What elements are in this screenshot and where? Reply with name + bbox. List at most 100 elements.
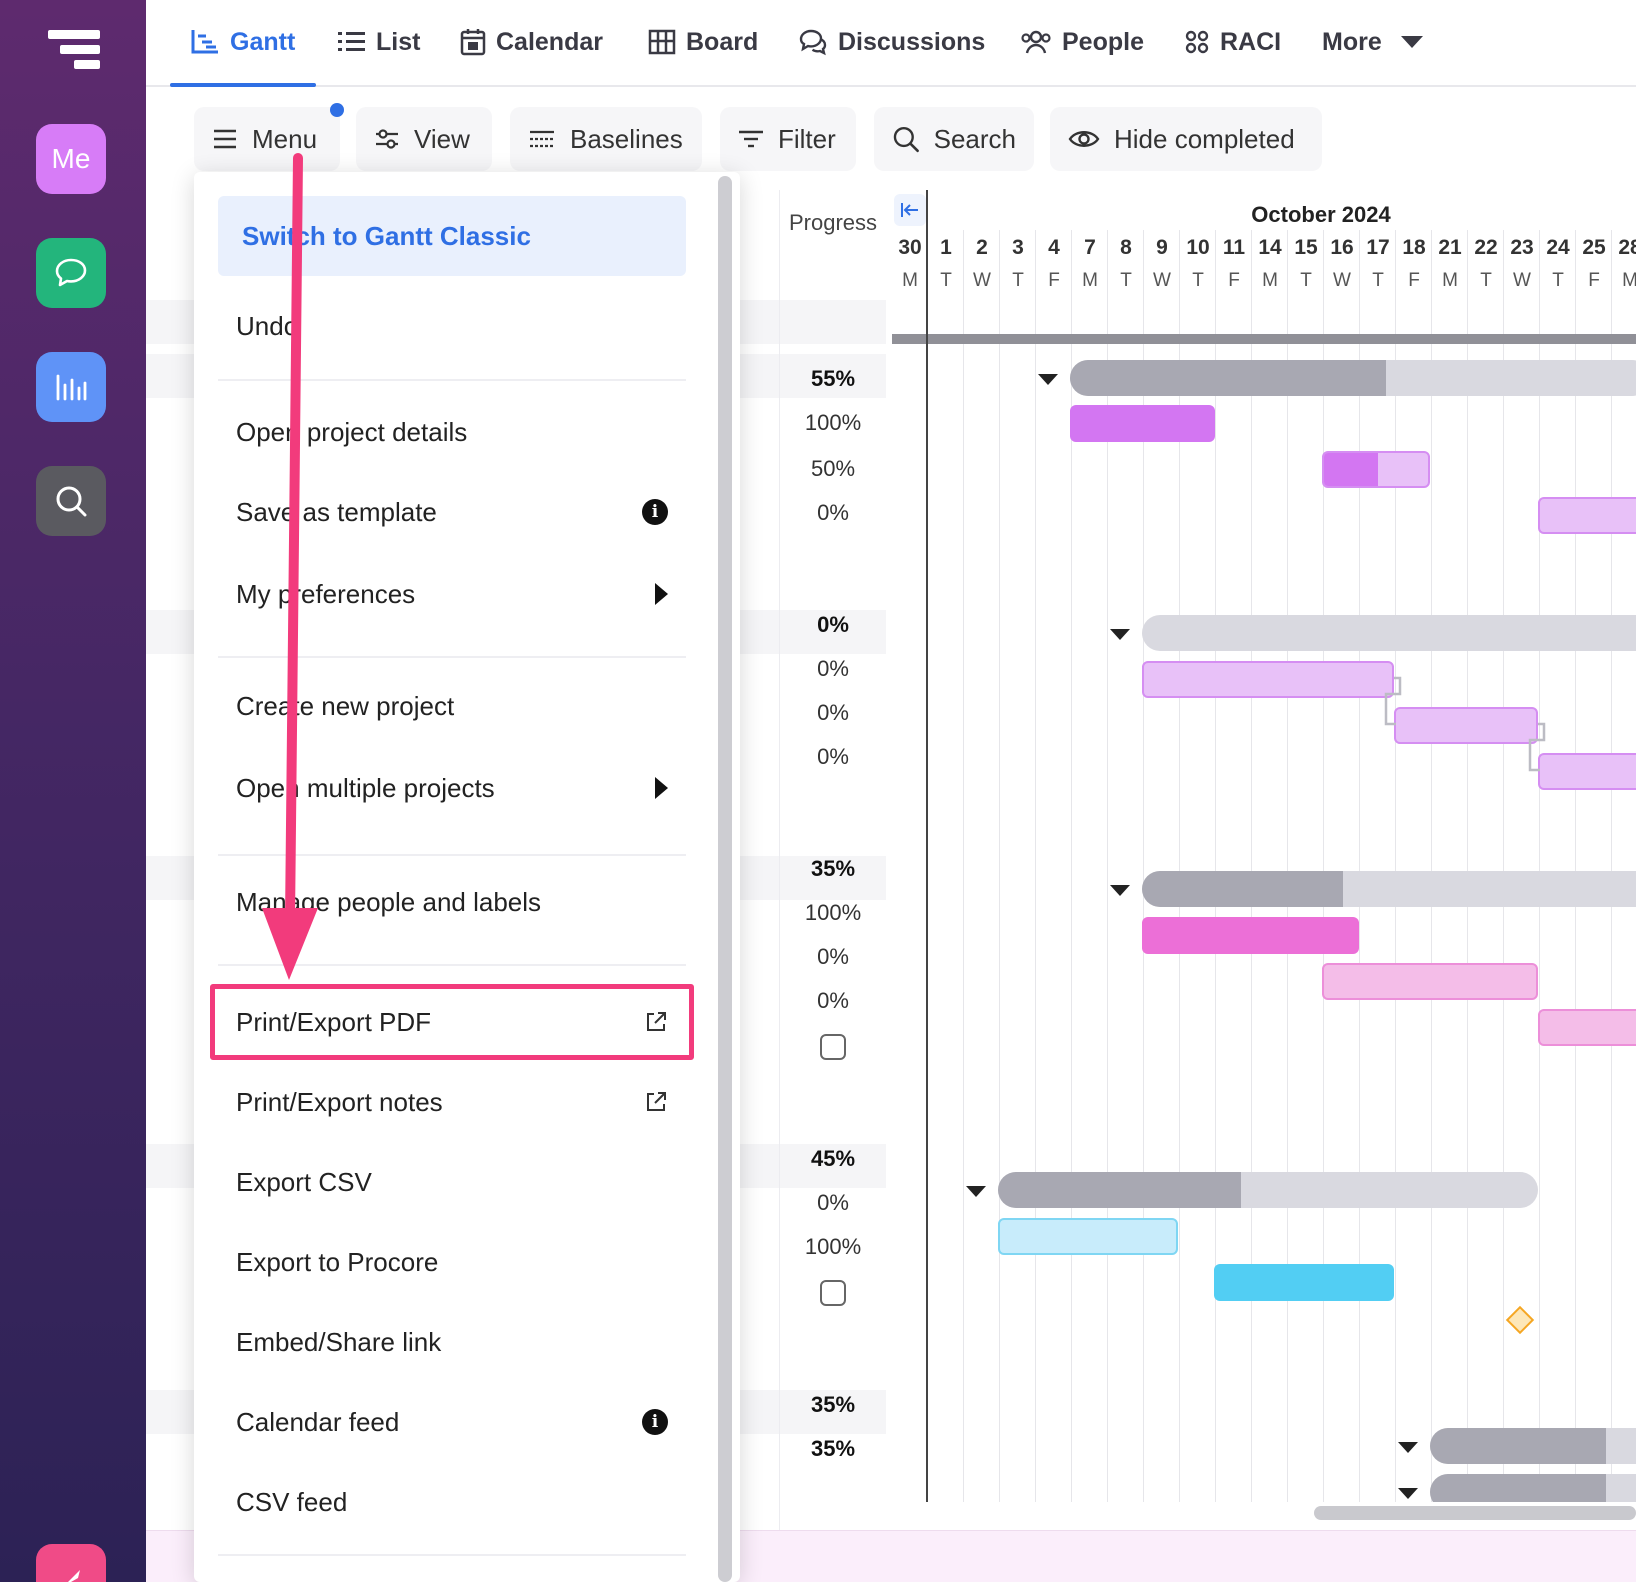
menu-scrollbar[interactable]	[718, 176, 732, 1582]
menu-item-print-export-pdf[interactable]: Print/Export PDF	[218, 992, 686, 1052]
app-rail: Me	[0, 0, 146, 1582]
horizontal-scrollbar[interactable]	[1314, 1506, 1636, 1520]
weekday-letter: T	[1552, 270, 1564, 291]
summary-bar[interactable]	[998, 1172, 1538, 1208]
summary-bar[interactable]	[1070, 360, 1636, 396]
menu-item-my-preferences[interactable]: My preferences	[218, 564, 686, 624]
menu-button[interactable]: Menu	[194, 107, 340, 171]
day-gridline	[999, 230, 1000, 1502]
tab-people[interactable]: People	[1020, 22, 1144, 62]
menu-item-label: CSV feed	[236, 1486, 348, 1517]
menu-item-label: My preferences	[236, 578, 416, 609]
weekday-letter: T	[1372, 270, 1384, 291]
day-number: 9	[1156, 236, 1168, 259]
reports-icon[interactable]	[36, 352, 106, 422]
baselines-button[interactable]: Baselines	[510, 107, 702, 171]
menu-item-undo[interactable]: Undo	[218, 296, 686, 356]
day-gridline	[1431, 230, 1432, 1502]
progress-cell: 35%	[810, 1436, 856, 1461]
menu-item-label: Open multiple projects	[236, 772, 495, 803]
search-icon	[893, 126, 919, 153]
menu-item-label: Print/Export notes	[236, 1086, 443, 1117]
task-bar[interactable]	[1322, 963, 1538, 1000]
weekday-letter: M	[1262, 270, 1278, 291]
weekday-letter: F	[1048, 270, 1060, 291]
summary-bar[interactable]	[1142, 615, 1636, 651]
tab-raci[interactable]: RACI	[1184, 22, 1281, 62]
weekday-letter: M	[1622, 270, 1636, 291]
task-bar[interactable]	[1538, 497, 1636, 534]
tab-board[interactable]: Board	[648, 22, 758, 62]
menu-item-export-csv[interactable]: Export CSV	[218, 1152, 686, 1212]
collapse-left-icon[interactable]	[894, 194, 926, 226]
menu-item-csv-feed[interactable]: CSV feed	[218, 1472, 686, 1532]
tab-more-label: More	[1322, 27, 1382, 56]
menu-item-print-export-notes[interactable]: Print/Export notes	[218, 1072, 686, 1132]
task-bar[interactable]	[1538, 753, 1636, 790]
menu-item-manage-people-labels[interactable]: Manage people and labels	[218, 872, 686, 932]
info-icon[interactable]: i	[642, 1409, 668, 1435]
view-button[interactable]: View	[356, 107, 492, 171]
task-bar[interactable]	[1142, 661, 1394, 698]
progress-cell: 0%	[817, 500, 849, 525]
external-link-icon	[647, 1092, 666, 1111]
hide-completed-button[interactable]: Hide completed	[1050, 107, 1322, 171]
menu-item-export-procore[interactable]: Export to Procore	[218, 1232, 686, 1292]
chat-icon[interactable]	[36, 238, 106, 308]
calendar-icon	[460, 29, 486, 56]
me-button[interactable]: Me	[36, 124, 106, 194]
view-button-label: View	[414, 123, 470, 154]
app-logo-icon[interactable]	[44, 30, 100, 70]
menu-item-label: Save as template	[236, 496, 437, 527]
rocket-icon[interactable]	[36, 1544, 106, 1582]
me-label: Me	[51, 143, 91, 174]
switch-gantt-classic-item[interactable]: Switch to Gantt Classic	[218, 196, 686, 276]
tab-gantt-label: Gantt	[230, 27, 296, 56]
task-bar[interactable]	[1538, 1009, 1636, 1046]
day-number: 16	[1330, 236, 1354, 259]
tab-discussions[interactable]: Discussions	[798, 22, 985, 62]
collapse-caret-icon[interactable]	[1110, 885, 1130, 896]
collapse-caret-icon[interactable]	[1110, 629, 1130, 640]
task-bar[interactable]	[1070, 405, 1215, 442]
milestone-checkbox[interactable]	[820, 1280, 846, 1306]
day-number: 1	[940, 236, 952, 259]
task-bar[interactable]	[1322, 451, 1430, 488]
milestone-diamond-icon[interactable]	[1505, 1305, 1535, 1335]
menu-item-open-project-details[interactable]: Open project details	[218, 402, 686, 462]
summary-bar[interactable]	[1430, 1474, 1636, 1502]
menu-button-label: Menu	[252, 123, 318, 154]
search-button[interactable]: Search	[874, 107, 1034, 171]
info-icon[interactable]: i	[642, 499, 668, 525]
menu-item-calendar-feed[interactable]: Calendar feed i	[218, 1392, 686, 1452]
menu-item-create-new-project[interactable]: Create new project	[218, 676, 686, 736]
summary-bar[interactable]	[1430, 1428, 1636, 1464]
collapse-caret-icon[interactable]	[1398, 1488, 1418, 1499]
collapse-caret-icon[interactable]	[1038, 374, 1058, 385]
weekday-letter: M	[1082, 270, 1098, 291]
menu-item-open-multiple-projects[interactable]: Open multiple projects	[218, 758, 686, 818]
weekday-letter: F	[1588, 270, 1600, 291]
tab-list[interactable]: List	[338, 22, 420, 62]
task-bar[interactable]	[1142, 917, 1359, 954]
day-number: 22	[1474, 236, 1498, 259]
task-bar[interactable]	[1214, 1264, 1394, 1301]
day-number: 10	[1186, 236, 1210, 259]
progress-cell: 35%	[810, 856, 856, 881]
task-bar[interactable]	[998, 1218, 1178, 1255]
tab-gantt[interactable]: Gantt	[190, 22, 295, 62]
task-bar[interactable]	[1394, 707, 1538, 744]
menu-item-embed-share[interactable]: Embed/Share link	[218, 1312, 686, 1372]
summary-bar[interactable]	[1142, 871, 1636, 907]
collapse-caret-icon[interactable]	[966, 1186, 986, 1197]
menu-item-save-as-template[interactable]: Save as template i	[218, 482, 686, 542]
day-number: 23	[1510, 236, 1534, 259]
tab-calendar[interactable]: Calendar	[460, 22, 603, 62]
tab-more[interactable]: More	[1322, 22, 1424, 62]
search-icon[interactable]	[36, 466, 106, 536]
filter-button[interactable]: Filter	[720, 107, 856, 171]
today-line	[926, 190, 928, 1502]
day-gridline	[1179, 230, 1180, 1502]
collapse-caret-icon[interactable]	[1398, 1442, 1418, 1453]
milestone-checkbox[interactable]	[820, 1034, 846, 1060]
